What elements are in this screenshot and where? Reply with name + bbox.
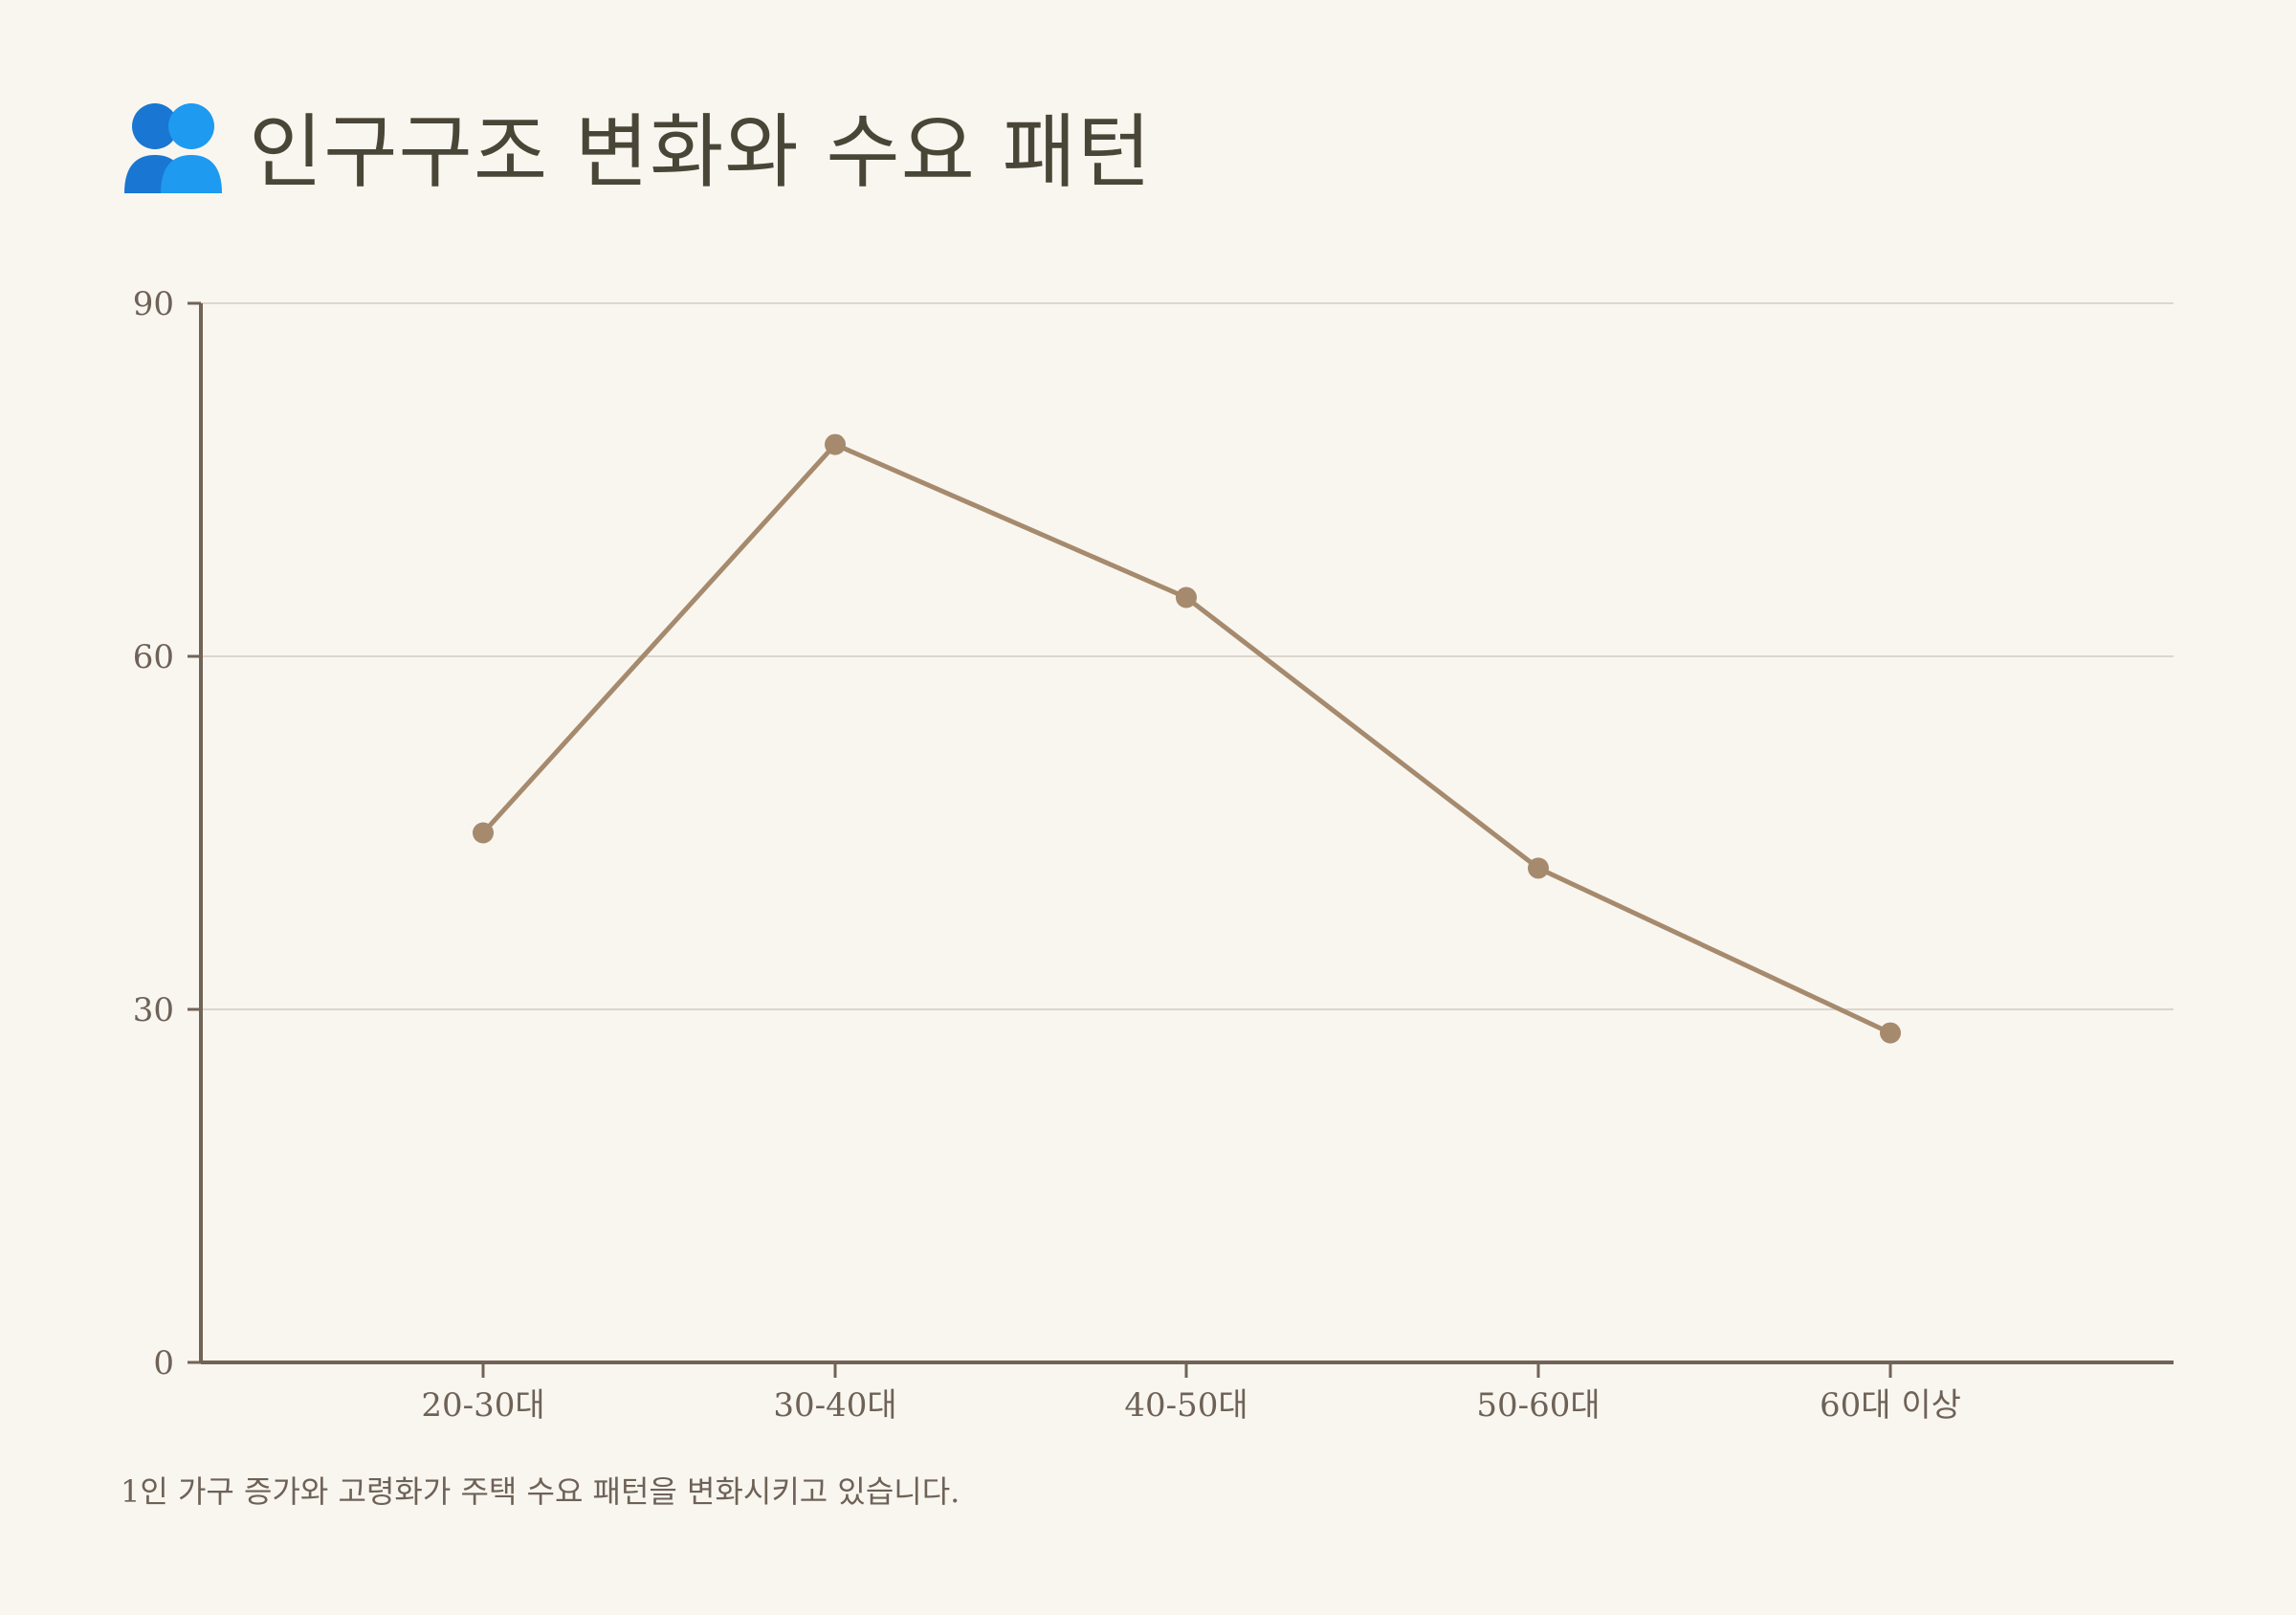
grid-lines [201,302,2174,1010]
axes [188,301,2174,1378]
y-tick-label: 90 [133,285,174,323]
y-tick-label: 60 [133,638,174,676]
x-tick-label: 30-40대 [773,1386,896,1425]
x-tick-label: 50-60대 [1476,1386,1600,1425]
x-tick-label: 40-50대 [1124,1386,1247,1425]
series-line-path [481,442,1892,1035]
x-tick-label: 60대 이상 [1820,1386,1961,1425]
y-tick-label: 0 [153,1344,174,1383]
chart-caption: 1인 가구 증가와 고령화가 주택 수요 패턴을 변화시키고 있습니다. [121,1473,960,1510]
data-point [1176,586,1197,608]
x-tick-label: 20-30대 [421,1386,544,1425]
data-points [473,433,1901,1044]
page-title: 인구구조 변화와 수요 패턴 [249,104,1153,199]
two-people-icon [124,103,222,193]
series-line [481,442,1892,1035]
data-point [473,822,494,844]
tick-labels: 0 30 60 90 20-30대 30-40대 40-50대 50-60대 60대 이상 [133,285,1961,1425]
data-point [1880,1022,1901,1044]
data-point [825,433,846,455]
data-point [1528,857,1549,879]
y-tick-label: 30 [133,991,174,1029]
chart-header: 인구구조 변화와 수요 패턴 [122,88,1152,203]
